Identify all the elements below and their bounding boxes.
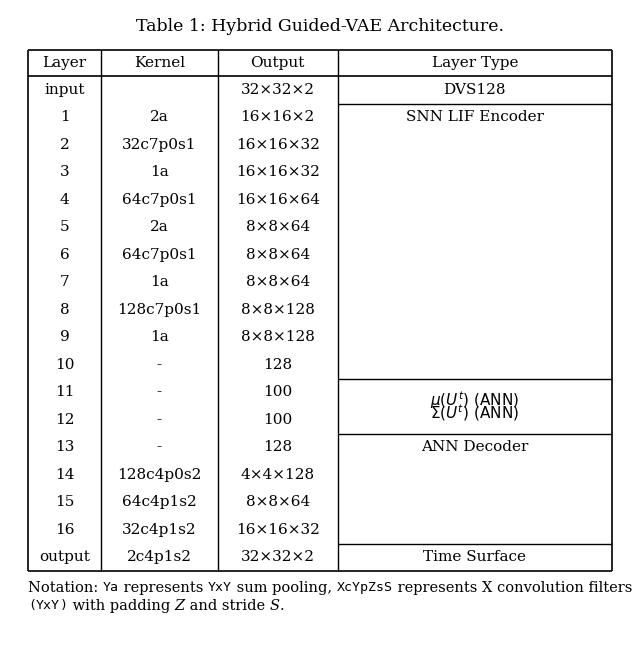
Text: -: -	[157, 440, 162, 454]
Text: 11: 11	[55, 385, 74, 399]
Text: $\Sigma(U^t)$ (ANN): $\Sigma(U^t)$ (ANN)	[430, 402, 519, 422]
Text: 64c7p0s1: 64c7p0s1	[122, 248, 196, 262]
Text: DVS128: DVS128	[444, 83, 506, 97]
Text: XcYpZsS: XcYpZsS	[337, 581, 392, 594]
Text: $\mu(U^t)$ (ANN): $\mu(U^t)$ (ANN)	[430, 389, 520, 411]
Text: 32c7p0s1: 32c7p0s1	[122, 138, 196, 151]
Text: 128: 128	[263, 358, 292, 372]
Text: 8×8×64: 8×8×64	[246, 248, 310, 262]
Text: S: S	[269, 599, 280, 613]
Text: 3: 3	[60, 165, 69, 179]
Text: 100: 100	[263, 413, 292, 427]
Text: ): )	[60, 599, 68, 612]
Text: represents X convolution filters: represents X convolution filters	[392, 581, 632, 595]
Text: Ya: Ya	[103, 581, 119, 594]
Text: 8×8×64: 8×8×64	[246, 220, 310, 234]
Text: -: -	[157, 358, 162, 372]
Text: 16×16×2: 16×16×2	[241, 111, 315, 124]
Text: Z: Z	[175, 599, 185, 613]
Text: with padding: with padding	[68, 599, 175, 613]
Text: 1a: 1a	[150, 165, 169, 179]
Text: Time Surface: Time Surface	[423, 551, 526, 564]
Text: 2a: 2a	[150, 111, 169, 124]
Text: 8: 8	[60, 303, 69, 317]
Text: 6: 6	[60, 248, 69, 262]
Text: 13: 13	[55, 440, 74, 454]
Text: 12: 12	[55, 413, 74, 427]
Text: -: -	[157, 385, 162, 399]
Text: 16×16×32: 16×16×32	[236, 523, 319, 537]
Text: output: output	[39, 551, 90, 564]
Text: 32c4p1s2: 32c4p1s2	[122, 523, 196, 537]
Text: 100: 100	[263, 385, 292, 399]
Text: 14: 14	[55, 468, 74, 482]
Text: Kernel: Kernel	[134, 56, 185, 70]
Text: sum pooling,: sum pooling,	[232, 581, 337, 595]
Text: 4×4×128: 4×4×128	[241, 468, 315, 482]
Text: 16×16×32: 16×16×32	[236, 165, 319, 179]
Text: 7: 7	[60, 275, 69, 289]
Text: Layer Type: Layer Type	[431, 56, 518, 70]
Text: 10: 10	[55, 358, 74, 372]
Text: 5: 5	[60, 220, 69, 234]
Text: 128c7p0s1: 128c7p0s1	[117, 303, 202, 317]
Text: Output: Output	[250, 56, 305, 70]
Text: YxY: YxY	[208, 581, 232, 594]
Text: ANN Decoder: ANN Decoder	[421, 440, 529, 454]
Text: (: (	[28, 599, 36, 612]
Text: 1a: 1a	[150, 275, 169, 289]
Text: 2: 2	[60, 138, 69, 151]
Text: 2c4p1s2: 2c4p1s2	[127, 551, 192, 564]
Text: .: .	[280, 599, 284, 613]
Text: 4: 4	[60, 193, 69, 207]
Text: 8×8×64: 8×8×64	[246, 495, 310, 509]
Text: represents: represents	[119, 581, 208, 595]
Text: 16×16×64: 16×16×64	[236, 193, 319, 207]
Text: 2a: 2a	[150, 220, 169, 234]
Text: 8×8×128: 8×8×128	[241, 330, 315, 344]
Text: and stride: and stride	[185, 599, 269, 613]
Text: Layer: Layer	[42, 56, 86, 70]
Text: 32×32×2: 32×32×2	[241, 83, 315, 97]
Text: Table 1: Hybrid Guided-VAE Architecture.: Table 1: Hybrid Guided-VAE Architecture.	[136, 18, 504, 35]
Text: 64c4p1s2: 64c4p1s2	[122, 495, 196, 509]
Text: 9: 9	[60, 330, 69, 344]
Text: 15: 15	[55, 495, 74, 509]
Text: 1: 1	[60, 111, 69, 124]
Text: 16×16×32: 16×16×32	[236, 138, 319, 151]
Text: -: -	[157, 413, 162, 427]
Text: 8×8×64: 8×8×64	[246, 275, 310, 289]
Text: 32×32×2: 32×32×2	[241, 551, 315, 564]
Text: 16: 16	[55, 523, 74, 537]
Text: 128c4p0s2: 128c4p0s2	[117, 468, 202, 482]
Text: YxY: YxY	[36, 599, 60, 612]
Text: SNN LIF Encoder: SNN LIF Encoder	[406, 111, 544, 124]
Text: 64c7p0s1: 64c7p0s1	[122, 193, 196, 207]
Text: input: input	[44, 83, 84, 97]
Text: 128: 128	[263, 440, 292, 454]
Text: Notation:: Notation:	[28, 581, 103, 595]
Text: 8×8×128: 8×8×128	[241, 303, 315, 317]
Text: 1a: 1a	[150, 330, 169, 344]
